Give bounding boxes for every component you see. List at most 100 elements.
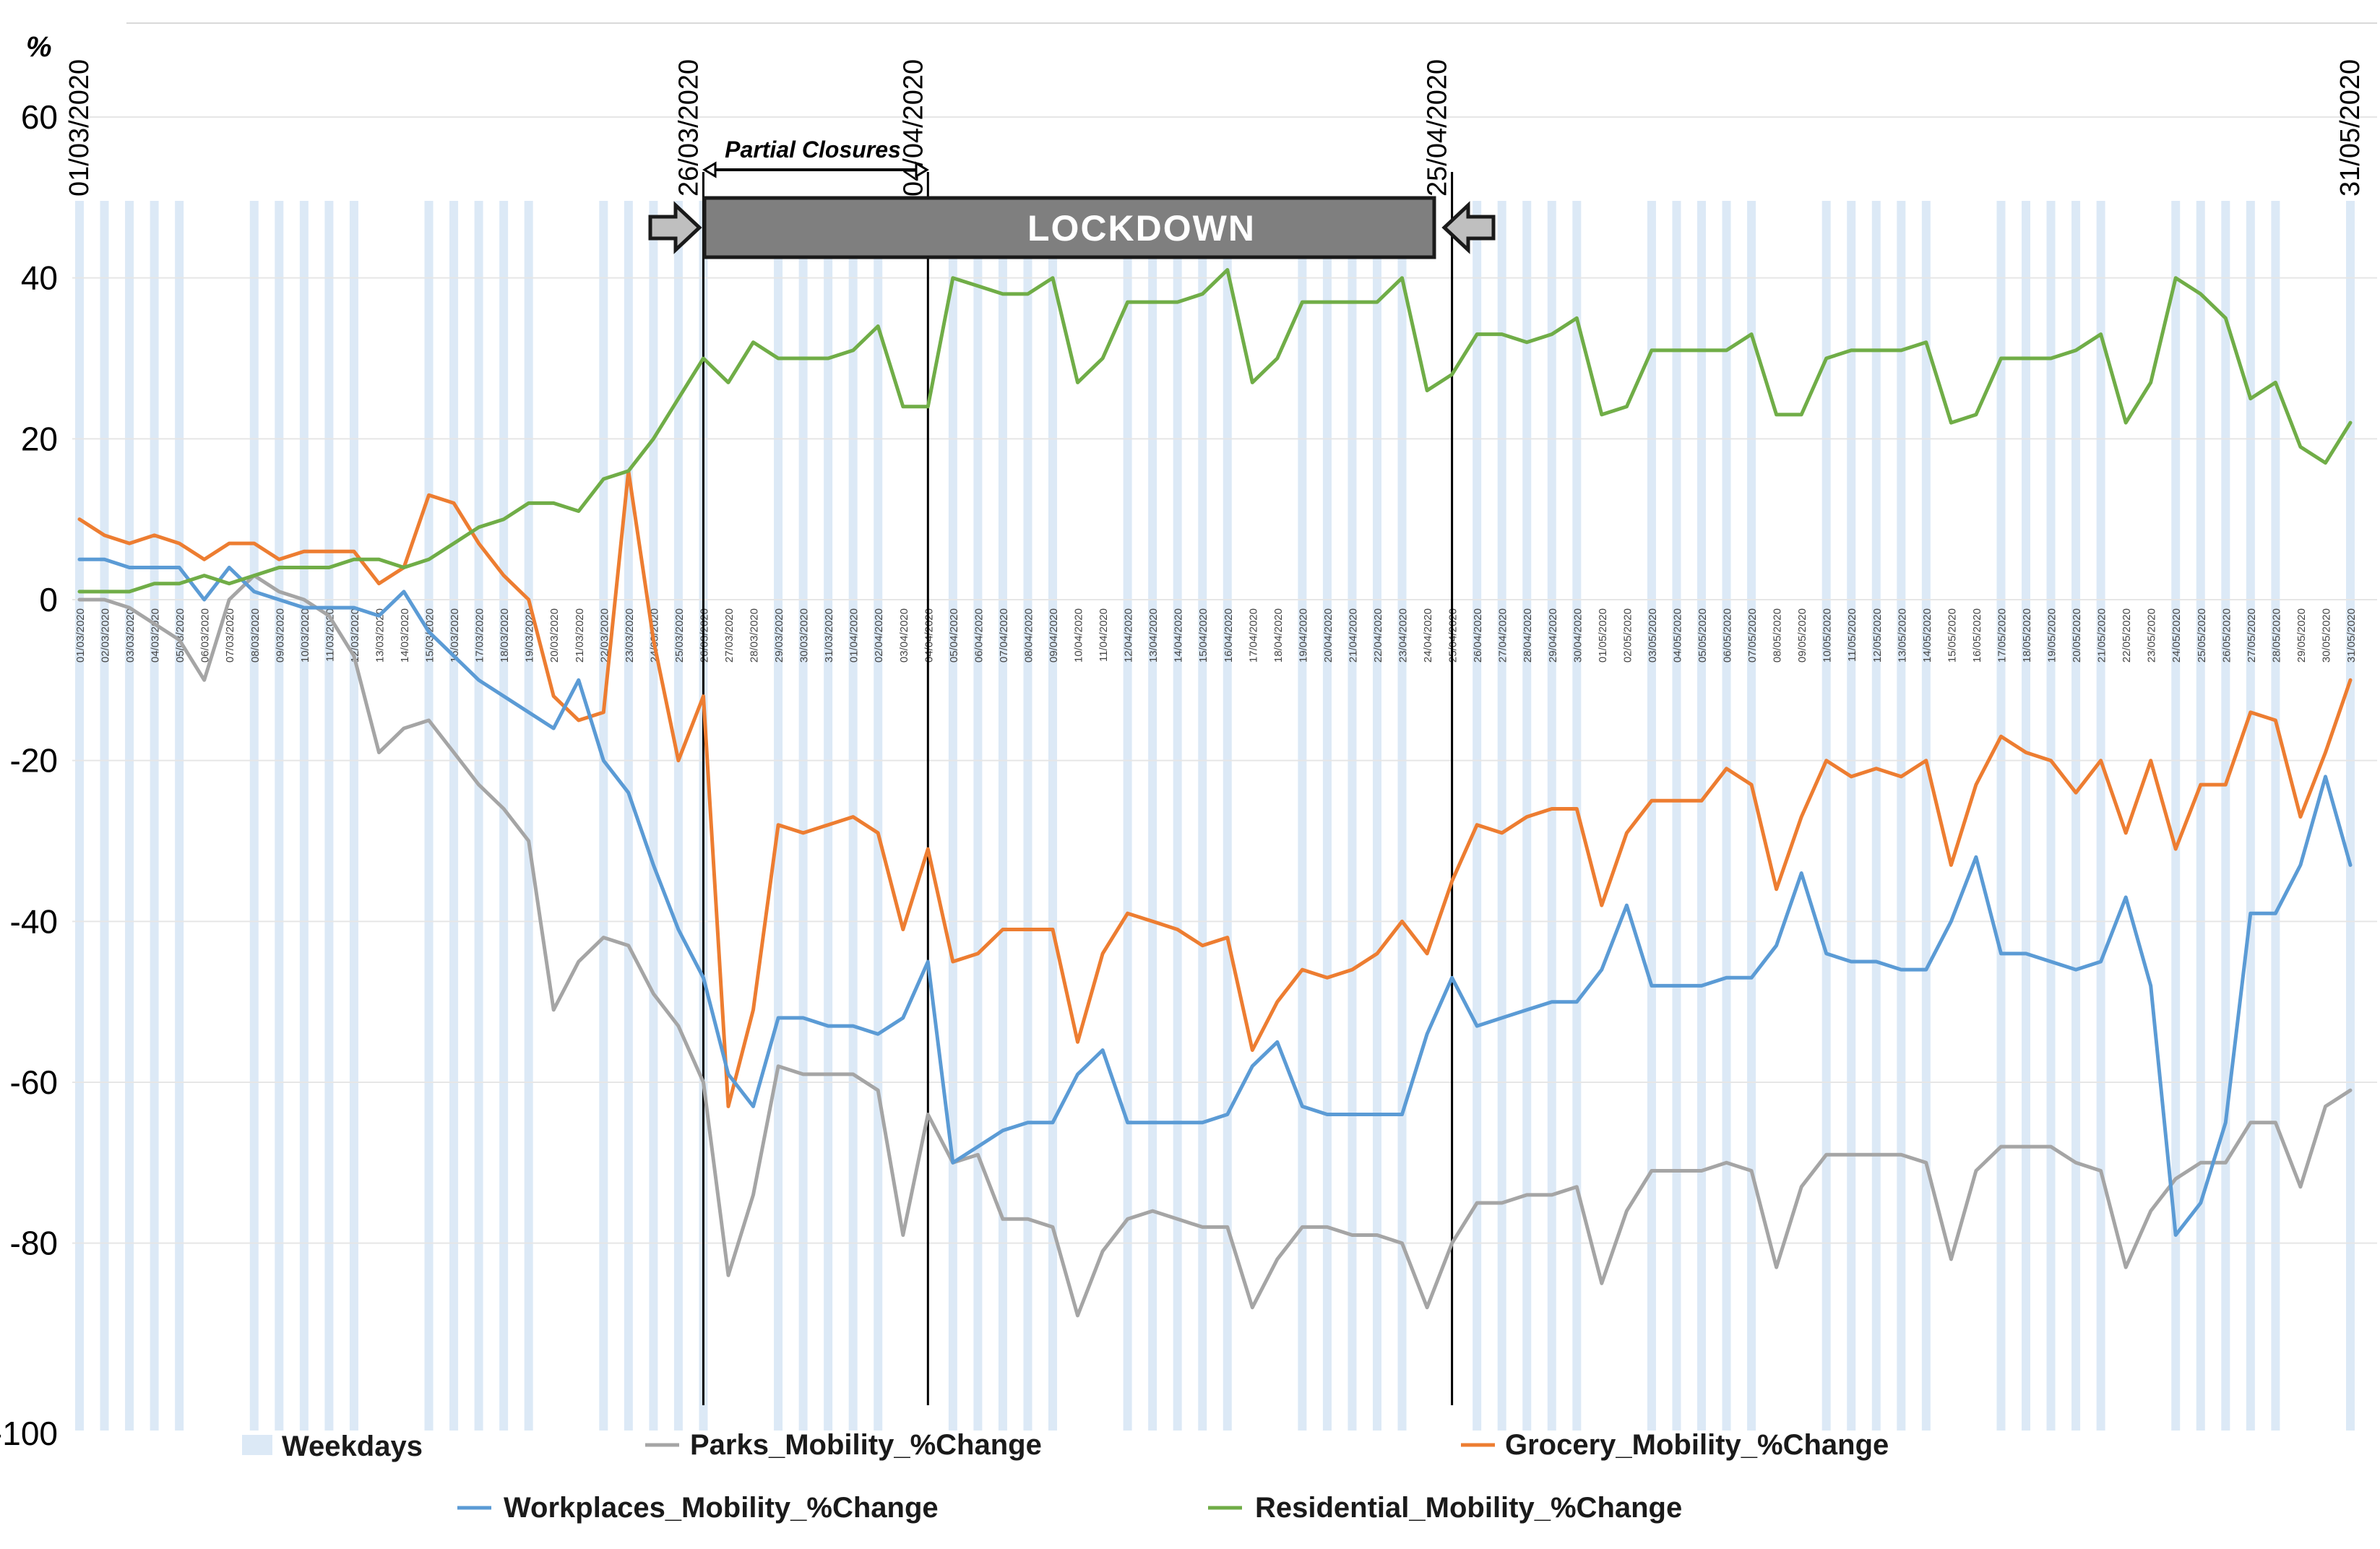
x-tick-label: 01/04/2020 bbox=[848, 608, 861, 663]
weekday-band bbox=[1397, 201, 1407, 1431]
y-axis-unit: % bbox=[26, 31, 52, 63]
weekday-band bbox=[2096, 201, 2105, 1431]
y-tick-label: 40 bbox=[21, 259, 58, 297]
weekday-band bbox=[1123, 201, 1132, 1431]
x-axis-date-ticks: 01/03/2020 02/03/2020 03/03/2020 04/03/2020… bbox=[74, 608, 2358, 663]
y-tick-label: 20 bbox=[21, 420, 58, 457]
x-tick-label: 12/03/2020 bbox=[349, 608, 361, 663]
y-tick-label: -60 bbox=[10, 1063, 58, 1101]
x-tick-label: 10/05/2020 bbox=[1821, 608, 1834, 663]
partial-arrow-left-icon bbox=[702, 161, 717, 178]
x-tick-label: 19/04/2020 bbox=[1297, 608, 1309, 663]
weekday-band bbox=[1223, 201, 1232, 1431]
x-tick-label: 24/05/2020 bbox=[2170, 608, 2183, 663]
y-tick-label: 0 bbox=[39, 581, 58, 618]
x-tick-label: 25/03/2020 bbox=[673, 608, 686, 663]
weekday-band bbox=[2071, 201, 2081, 1431]
weekday-band bbox=[948, 201, 957, 1431]
x-tick-label: 09/03/2020 bbox=[274, 608, 286, 663]
weekday-band bbox=[1847, 201, 1856, 1431]
x-tick-label: 27/05/2020 bbox=[2246, 608, 2258, 663]
x-tick-label: 05/03/2020 bbox=[174, 608, 186, 663]
y-tick-label: -100 bbox=[0, 1415, 58, 1452]
y-tick-label: -40 bbox=[10, 902, 58, 940]
x-tick-label: 05/04/2020 bbox=[948, 608, 960, 663]
legend-grocery-label: Grocery_Mobility_%Change bbox=[1505, 1429, 1889, 1461]
x-tick-label: 04/03/2020 bbox=[150, 608, 162, 663]
date-marker-label: 31/05/2020 bbox=[2335, 59, 2366, 197]
weekday-band bbox=[973, 201, 983, 1431]
x-tick-label: 10/03/2020 bbox=[299, 608, 311, 663]
weekday-band bbox=[324, 201, 334, 1431]
weekday-band bbox=[798, 201, 808, 1431]
partial-closures: Partial Closures bbox=[702, 137, 929, 178]
x-tick-label: 04/05/2020 bbox=[1671, 608, 1683, 663]
arrow-left-icon bbox=[1441, 201, 1496, 254]
x-tick-label: 17/05/2020 bbox=[1996, 608, 2008, 663]
x-tick-label: 12/05/2020 bbox=[1871, 608, 1884, 663]
series-line-parks bbox=[77, 574, 2353, 1318]
x-tick-label: 23/03/2020 bbox=[624, 608, 636, 663]
weekday-band bbox=[599, 201, 608, 1431]
arrow-right-icon bbox=[648, 201, 702, 254]
legend-workplaces-label: Workplaces_Mobility_%Change bbox=[504, 1492, 939, 1524]
weekday-band bbox=[2171, 201, 2181, 1431]
weekday-band bbox=[75, 201, 84, 1431]
x-tick-label: 18/05/2020 bbox=[2021, 608, 2033, 663]
x-tick-label: 29/05/2020 bbox=[2295, 608, 2308, 663]
x-tick-label: 11/05/2020 bbox=[1846, 608, 1858, 662]
x-tick-label: 28/03/2020 bbox=[749, 608, 761, 663]
x-tick-label: 14/04/2020 bbox=[1173, 608, 1185, 663]
x-tick-label: 14/03/2020 bbox=[399, 608, 411, 663]
weekday-band bbox=[1647, 201, 1656, 1431]
weekday-band bbox=[1996, 201, 2006, 1431]
weekday-band bbox=[1298, 201, 1307, 1431]
x-tick-label: 02/04/2020 bbox=[873, 608, 885, 663]
weekday-band bbox=[2022, 201, 2030, 1431]
y-axis-ticks: 60 40 20 0 -20 -40 -60 -80 -100 bbox=[0, 98, 58, 1452]
weekday-band bbox=[1023, 201, 1032, 1431]
weekday-band bbox=[299, 201, 309, 1431]
series-lines bbox=[77, 268, 2353, 1318]
x-tick-label: 01/05/2020 bbox=[1597, 608, 1609, 663]
date-marker-label: 25/04/2020 bbox=[1423, 59, 1453, 197]
x-tick-label: 15/03/2020 bbox=[424, 608, 436, 663]
weekday-band bbox=[2221, 201, 2230, 1431]
x-tick-label: 02/03/2020 bbox=[100, 608, 112, 663]
weekday-band bbox=[449, 201, 459, 1431]
weekday-band bbox=[1322, 201, 1332, 1431]
series-line-residential bbox=[77, 268, 2353, 594]
x-tick-label: 18/04/2020 bbox=[1272, 608, 1285, 663]
weekday-band bbox=[1871, 201, 1881, 1431]
x-tick-label: 25/05/2020 bbox=[2196, 608, 2208, 663]
lockdown-bar-rect bbox=[702, 196, 1436, 259]
x-tick-label: 06/04/2020 bbox=[973, 608, 985, 663]
weekday-band bbox=[774, 201, 783, 1431]
partial-arrow-right-icon bbox=[915, 161, 929, 178]
weekday-band bbox=[1348, 201, 1357, 1431]
legend-parks-label: Parks_Mobility_%Change bbox=[690, 1429, 1042, 1461]
x-tick-label: 20/03/2020 bbox=[548, 608, 561, 663]
x-tick-label: 24/04/2020 bbox=[1422, 608, 1434, 663]
weekday-band bbox=[424, 201, 434, 1431]
weekday-band bbox=[1497, 201, 1506, 1431]
y-tick-label: -20 bbox=[10, 742, 58, 780]
weekday-band bbox=[998, 201, 1007, 1431]
x-tick-label: 07/05/2020 bbox=[1746, 608, 1759, 663]
weekday-band bbox=[824, 201, 833, 1431]
x-tick-label: 23/04/2020 bbox=[1397, 608, 1410, 663]
x-tick-label: 19/05/2020 bbox=[2046, 608, 2058, 663]
x-tick-label: 03/05/2020 bbox=[1647, 608, 1659, 663]
weekday-band bbox=[275, 201, 284, 1431]
weekday-band bbox=[649, 201, 658, 1431]
partial-closures-label: Partial Closures bbox=[725, 137, 901, 163]
x-tick-label: 13/05/2020 bbox=[1896, 608, 1908, 663]
weekday-band bbox=[1921, 201, 1931, 1431]
x-tick-label: 30/04/2020 bbox=[1571, 608, 1584, 663]
weekday-band bbox=[1697, 201, 1706, 1431]
x-tick-label: 21/04/2020 bbox=[1347, 608, 1359, 663]
date-marker-label: 04/04/2020 bbox=[898, 59, 928, 197]
x-tick-label: 02/05/2020 bbox=[1621, 608, 1634, 663]
x-tick-label: 18/03/2020 bbox=[499, 608, 511, 663]
